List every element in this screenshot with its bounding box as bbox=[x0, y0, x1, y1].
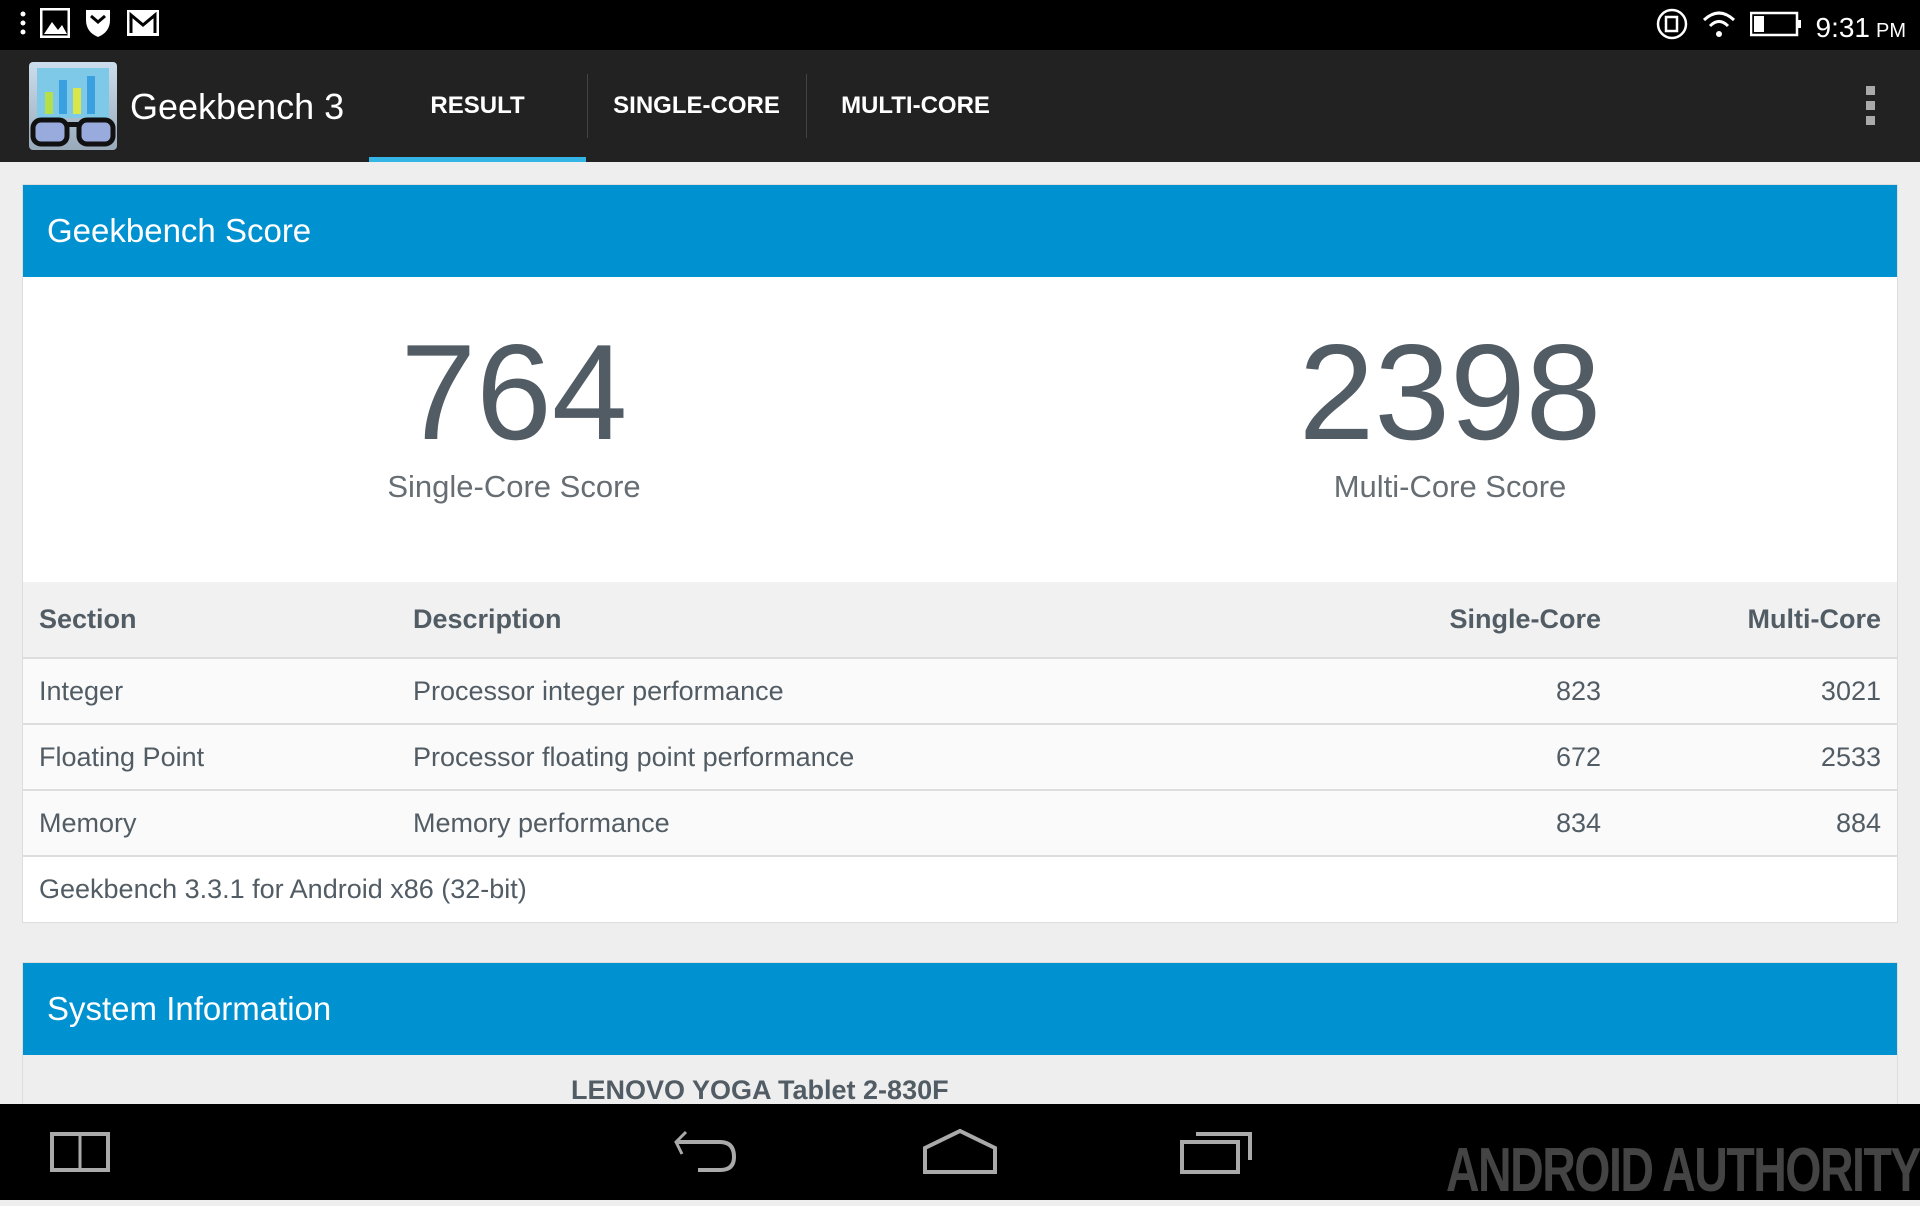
tab-multi-core[interactable]: MULTI-CORE bbox=[841, 92, 990, 119]
menu-dots-icon bbox=[20, 10, 26, 41]
single-core-score: 764 Single-Core Score bbox=[164, 317, 864, 505]
single-core-score-value: 764 bbox=[400, 316, 628, 468]
cell-multi-core: 884 bbox=[1617, 789, 1897, 856]
header-single-core: Single-Core bbox=[1317, 582, 1617, 658]
multi-core-score: 2398 Multi-Core Score bbox=[1100, 317, 1800, 505]
cell-single-core: 672 bbox=[1317, 723, 1617, 790]
clock: 9:31 PM bbox=[1815, 11, 1907, 43]
header-section: Section bbox=[23, 582, 397, 658]
version-row: Geekbench 3.3.1 for Android x86 (32-bit) bbox=[23, 855, 1897, 922]
wifi-icon bbox=[1702, 8, 1736, 47]
table-row: Memory Memory performance 834 884 bbox=[23, 789, 1897, 856]
back-icon[interactable] bbox=[668, 1130, 740, 1174]
gmail-icon bbox=[126, 9, 160, 42]
cell-single-core: 834 bbox=[1317, 789, 1617, 856]
navigation-bar bbox=[0, 1104, 1920, 1200]
cell-description: Processor floating point performance bbox=[397, 723, 1317, 790]
shield-icon bbox=[84, 8, 112, 43]
overflow-menu-icon[interactable] bbox=[1866, 86, 1876, 125]
multi-core-score-label: Multi-Core Score bbox=[1333, 469, 1567, 504]
tab-single-core[interactable]: SINGLE-CORE bbox=[613, 92, 780, 119]
card-title: Geekbench Score bbox=[23, 185, 1897, 277]
tab-divider bbox=[587, 74, 588, 138]
home-icon[interactable] bbox=[922, 1128, 998, 1174]
cell-description: Processor integer performance bbox=[397, 657, 1317, 724]
cell-section: Floating Point bbox=[23, 723, 397, 790]
table-row: Floating Point Processor floating point p… bbox=[23, 723, 1897, 790]
header-description: Description bbox=[397, 582, 1317, 658]
recent-apps-icon[interactable] bbox=[1180, 1130, 1254, 1174]
cell-section: Memory bbox=[23, 789, 397, 856]
results-table: Section Description Single-Core Multi-Co… bbox=[23, 582, 1897, 922]
cell-single-core: 823 bbox=[1317, 657, 1617, 724]
multi-core-score-value: 2398 bbox=[1298, 316, 1602, 468]
header-multi-core: Multi-Core bbox=[1617, 582, 1897, 658]
gallery-icon bbox=[39, 7, 71, 43]
app-title: Geekbench 3 bbox=[130, 86, 345, 127]
split-screen-icon[interactable] bbox=[50, 1132, 110, 1172]
tab-result[interactable]: RESULT bbox=[369, 50, 586, 162]
table-row: Integer Processor integer performance 823 3… bbox=[23, 657, 1897, 724]
battery-icon bbox=[1749, 11, 1802, 44]
app-icon[interactable] bbox=[29, 62, 117, 150]
status-bar: 9:31 PM bbox=[0, 0, 1920, 50]
card-title: System Information bbox=[23, 963, 1897, 1055]
action-bar: Geekbench 3 RESULT SINGLE-CORE MULTI-COR… bbox=[0, 50, 1920, 162]
watermark-logo: ANDROID AUTHORITY bbox=[1446, 1136, 1920, 1205]
system-information-card: System Information LENOVO YOGA Tablet 2-… bbox=[22, 962, 1898, 1122]
device-name: LENOVO YOGA Tablet 2-830F bbox=[571, 1075, 949, 1105]
cell-description: Memory performance bbox=[397, 789, 1317, 856]
single-core-score-label: Single-Core Score bbox=[387, 469, 641, 504]
sync-icon bbox=[1656, 8, 1688, 47]
geekbench-score-card: Geekbench Score 764 Single-Core Score 23… bbox=[22, 184, 1898, 923]
tab-divider bbox=[806, 74, 807, 138]
table-header: Section Description Single-Core Multi-Co… bbox=[23, 582, 1897, 658]
cell-multi-core: 3021 bbox=[1617, 657, 1897, 724]
cell-multi-core: 2533 bbox=[1617, 723, 1897, 790]
cell-section: Integer bbox=[23, 657, 397, 724]
version-text: Geekbench 3.3.1 for Android x86 (32-bit) bbox=[23, 855, 1897, 922]
